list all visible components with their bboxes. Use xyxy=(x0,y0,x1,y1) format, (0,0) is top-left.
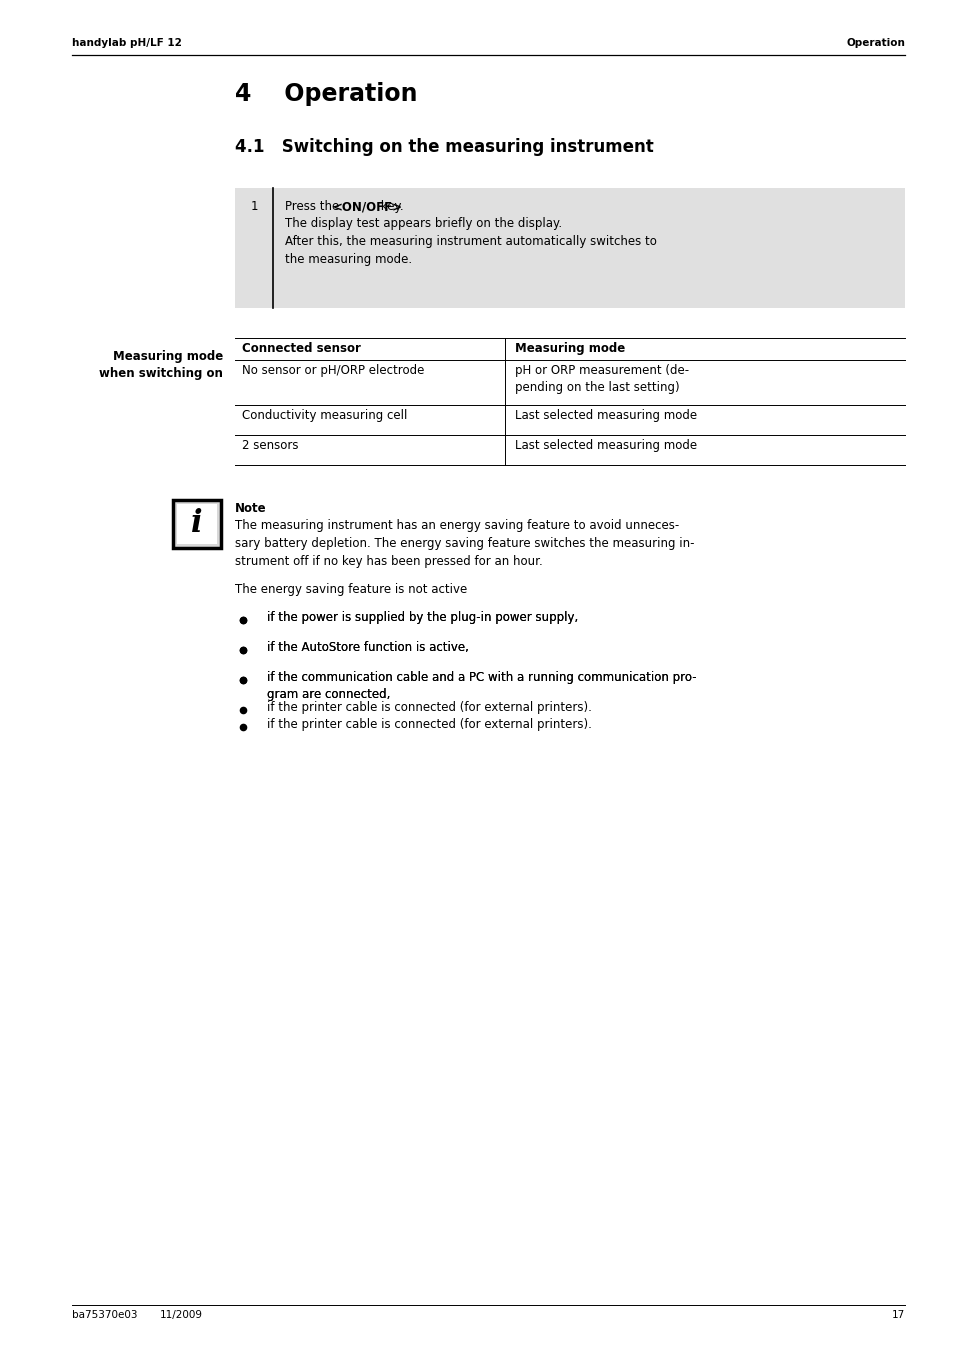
FancyBboxPatch shape xyxy=(177,504,216,544)
Text: 4.1   Switching on the measuring instrument: 4.1 Switching on the measuring instrumen… xyxy=(234,138,653,155)
Text: Conductivity measuring cell: Conductivity measuring cell xyxy=(242,409,407,422)
Text: key.: key. xyxy=(376,200,403,213)
Text: The energy saving feature is not active: The energy saving feature is not active xyxy=(234,582,467,596)
Text: Connected sensor: Connected sensor xyxy=(242,342,360,355)
Text: ba75370e03: ba75370e03 xyxy=(71,1310,137,1320)
Text: Measuring mode: Measuring mode xyxy=(112,350,223,363)
FancyBboxPatch shape xyxy=(234,188,904,308)
Text: if the communication cable and a PC with a running communication pro-: if the communication cable and a PC with… xyxy=(267,670,696,684)
Text: if the AutoStore function is active,: if the AutoStore function is active, xyxy=(267,640,468,654)
Text: Measuring mode: Measuring mode xyxy=(515,342,624,355)
Text: 4    Operation: 4 Operation xyxy=(234,82,417,105)
Text: Operation: Operation xyxy=(845,38,904,49)
Text: gram are connected,: gram are connected, xyxy=(267,688,390,701)
Text: gram are connected,: gram are connected, xyxy=(267,688,390,701)
Text: if the communication cable and a PC with a running communication pro-: if the communication cable and a PC with… xyxy=(267,670,696,684)
Text: sary battery depletion. The energy saving feature switches the measuring in-: sary battery depletion. The energy savin… xyxy=(234,536,694,550)
Text: if the power is supplied by the plug-in power supply,: if the power is supplied by the plug-in … xyxy=(267,611,578,624)
Text: if the AutoStore function is active,: if the AutoStore function is active, xyxy=(267,640,468,654)
FancyBboxPatch shape xyxy=(172,500,221,549)
Text: 1: 1 xyxy=(250,200,257,213)
Text: <ON/OFF>: <ON/OFF> xyxy=(333,200,402,213)
Text: pending on the last setting): pending on the last setting) xyxy=(515,381,679,394)
Text: The measuring instrument has an energy saving feature to avoid unneces-: The measuring instrument has an energy s… xyxy=(234,520,679,532)
Text: if the printer cable is connected (for external printers).: if the printer cable is connected (for e… xyxy=(267,701,591,713)
Text: 2 sensors: 2 sensors xyxy=(242,439,298,453)
Text: Last selected measuring mode: Last selected measuring mode xyxy=(515,439,697,453)
Text: i: i xyxy=(191,508,203,539)
Text: strument off if no key has been pressed for an hour.: strument off if no key has been pressed … xyxy=(234,554,542,567)
Text: Press the: Press the xyxy=(285,200,343,213)
Text: if the power is supplied by the plug-in power supply,: if the power is supplied by the plug-in … xyxy=(267,611,578,624)
Text: The display test appears briefly on the display.: The display test appears briefly on the … xyxy=(285,218,561,231)
Text: handylab pH/LF 12: handylab pH/LF 12 xyxy=(71,38,182,49)
Text: No sensor or pH/ORP electrode: No sensor or pH/ORP electrode xyxy=(242,363,424,377)
Text: 17: 17 xyxy=(891,1310,904,1320)
Text: After this, the measuring instrument automatically switches to: After this, the measuring instrument aut… xyxy=(285,235,657,249)
Text: the measuring mode.: the measuring mode. xyxy=(285,253,412,266)
Text: Note: Note xyxy=(234,503,266,515)
Text: 11/2009: 11/2009 xyxy=(160,1310,203,1320)
Text: if the printer cable is connected (for external printers).: if the printer cable is connected (for e… xyxy=(267,717,591,731)
Text: when switching on: when switching on xyxy=(99,367,223,381)
Text: Last selected measuring mode: Last selected measuring mode xyxy=(515,409,697,422)
Text: pH or ORP measurement (de-: pH or ORP measurement (de- xyxy=(515,363,688,377)
